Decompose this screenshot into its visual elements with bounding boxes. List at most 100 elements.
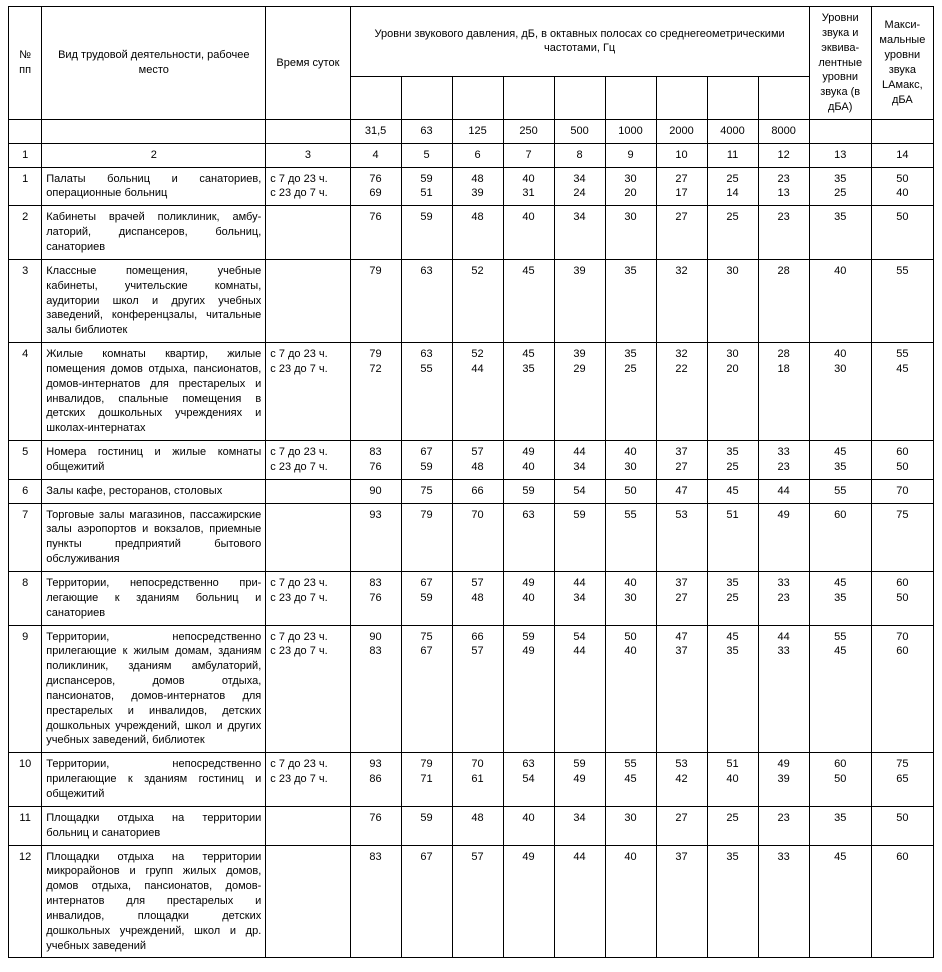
value-line: 83 <box>355 445 397 460</box>
value-line: 49 <box>763 508 805 523</box>
value-line: 34 <box>559 591 601 606</box>
table-row: 11Площадки отдыха на территории больниц … <box>9 806 934 845</box>
value-cell: 3323 <box>758 572 809 626</box>
value-line: 30 <box>712 264 754 279</box>
freq-blank <box>605 76 656 119</box>
value-line: 45 <box>814 644 867 659</box>
colnum: 11 <box>707 143 758 167</box>
row-description: Номера гостиниц и жилые комнаты общежити… <box>42 441 266 480</box>
value-line: 35 <box>814 172 867 187</box>
freq-250: 250 <box>503 119 554 143</box>
value-cell: 2717 <box>656 167 707 206</box>
colnum: 7 <box>503 143 554 167</box>
value-cell: 3929 <box>554 343 605 441</box>
value-line: 47 <box>661 630 703 645</box>
value-cell: 90 <box>350 479 401 503</box>
value-line: 30 <box>610 591 652 606</box>
value-cell: 67 <box>401 845 452 958</box>
value-line: 28 <box>763 347 805 362</box>
value-cell: 7061 <box>452 753 503 807</box>
value-cell: 5444 <box>554 625 605 753</box>
value-line: 70 <box>457 757 499 772</box>
value-line: 25 <box>712 210 754 225</box>
value-line: 59 <box>559 508 601 523</box>
value-line: 27 <box>661 811 703 826</box>
time-line: с 23 до 7 ч. <box>270 591 345 606</box>
value-cell: 40 <box>605 845 656 958</box>
table-row: 10Территории, непосредственно прилегающи… <box>9 753 934 807</box>
value-cell: 45 <box>809 845 871 958</box>
row-number: 6 <box>9 479 42 503</box>
value-line: 51 <box>406 186 448 201</box>
value-cell: 66 <box>452 479 503 503</box>
table-row: 2Кабинеты врачей поликлиник, амбу­латори… <box>9 206 934 260</box>
row-time: с 7 до 23 ч.с 23 до 7 ч. <box>266 753 350 807</box>
value-line: 76 <box>355 591 397 606</box>
value-line: 50 <box>610 484 652 499</box>
value-line: 71 <box>406 772 448 787</box>
value-cell: 55 <box>605 503 656 571</box>
header-row-1: № пп Вид трудовой деятельности, рабочее … <box>9 7 934 77</box>
value-line: 55 <box>876 347 929 362</box>
value-line: 44 <box>559 850 601 865</box>
value-cell: 55 <box>809 479 871 503</box>
value-line: 25 <box>814 186 867 201</box>
value-line: 32 <box>661 347 703 362</box>
value-line: 75 <box>406 484 448 499</box>
freq-blank <box>503 76 554 119</box>
value-cell: 33 <box>758 845 809 958</box>
time-line: с 7 до 23 ч. <box>270 757 345 772</box>
value-line: 70 <box>457 508 499 523</box>
value-cell: 6355 <box>401 343 452 441</box>
value-line: 50 <box>876 811 929 826</box>
time-line: с 23 до 7 ч. <box>270 772 345 787</box>
value-line: 30 <box>610 460 652 475</box>
value-line: 45 <box>508 264 550 279</box>
value-line: 50 <box>876 591 929 606</box>
row-time <box>266 845 350 958</box>
value-line: 35 <box>508 362 550 377</box>
colnum: 10 <box>656 143 707 167</box>
value-cell: 3525 <box>809 167 871 206</box>
value-line: 37 <box>661 445 703 460</box>
value-cell: 6050 <box>809 753 871 807</box>
value-line: 59 <box>406 811 448 826</box>
value-line: 72 <box>355 362 397 377</box>
freq-31-5: 31,5 <box>350 119 401 143</box>
value-cell: 34 <box>554 806 605 845</box>
value-line: 35 <box>712 850 754 865</box>
value-line: 30 <box>610 210 652 225</box>
value-cell: 57 <box>452 845 503 958</box>
value-cell: 5949 <box>554 753 605 807</box>
row-time <box>266 206 350 260</box>
value-line: 48 <box>457 591 499 606</box>
value-line: 67 <box>406 445 448 460</box>
value-line: 90 <box>355 630 397 645</box>
col-header-levels: Уровни звукового давления, дБ, в октавны… <box>350 7 809 77</box>
value-cell: 4737 <box>656 625 707 753</box>
value-line: 42 <box>661 772 703 787</box>
value-cell: 3222 <box>656 343 707 441</box>
value-cell: 27 <box>656 206 707 260</box>
value-line: 45 <box>814 850 867 865</box>
value-line: 39 <box>559 264 601 279</box>
value-cell: 59 <box>503 479 554 503</box>
colnum: 4 <box>350 143 401 167</box>
value-line: 63 <box>406 347 448 362</box>
value-cell: 5244 <box>452 343 503 441</box>
value-line: 25 <box>712 591 754 606</box>
value-line: 18 <box>763 362 805 377</box>
value-line: 55 <box>814 630 867 645</box>
value-line: 66 <box>457 630 499 645</box>
freq-63: 63 <box>401 119 452 143</box>
row-time <box>266 503 350 571</box>
row-number: 10 <box>9 753 42 807</box>
value-line: 50 <box>876 172 929 187</box>
time-line: с 7 до 23 ч. <box>270 172 345 187</box>
value-line: 61 <box>457 772 499 787</box>
value-cell: 75 <box>401 479 452 503</box>
value-line: 83 <box>355 850 397 865</box>
row-description: Залы кафе, ресторанов, столовых <box>42 479 266 503</box>
value-cell: 34 <box>554 206 605 260</box>
value-line: 55 <box>610 757 652 772</box>
